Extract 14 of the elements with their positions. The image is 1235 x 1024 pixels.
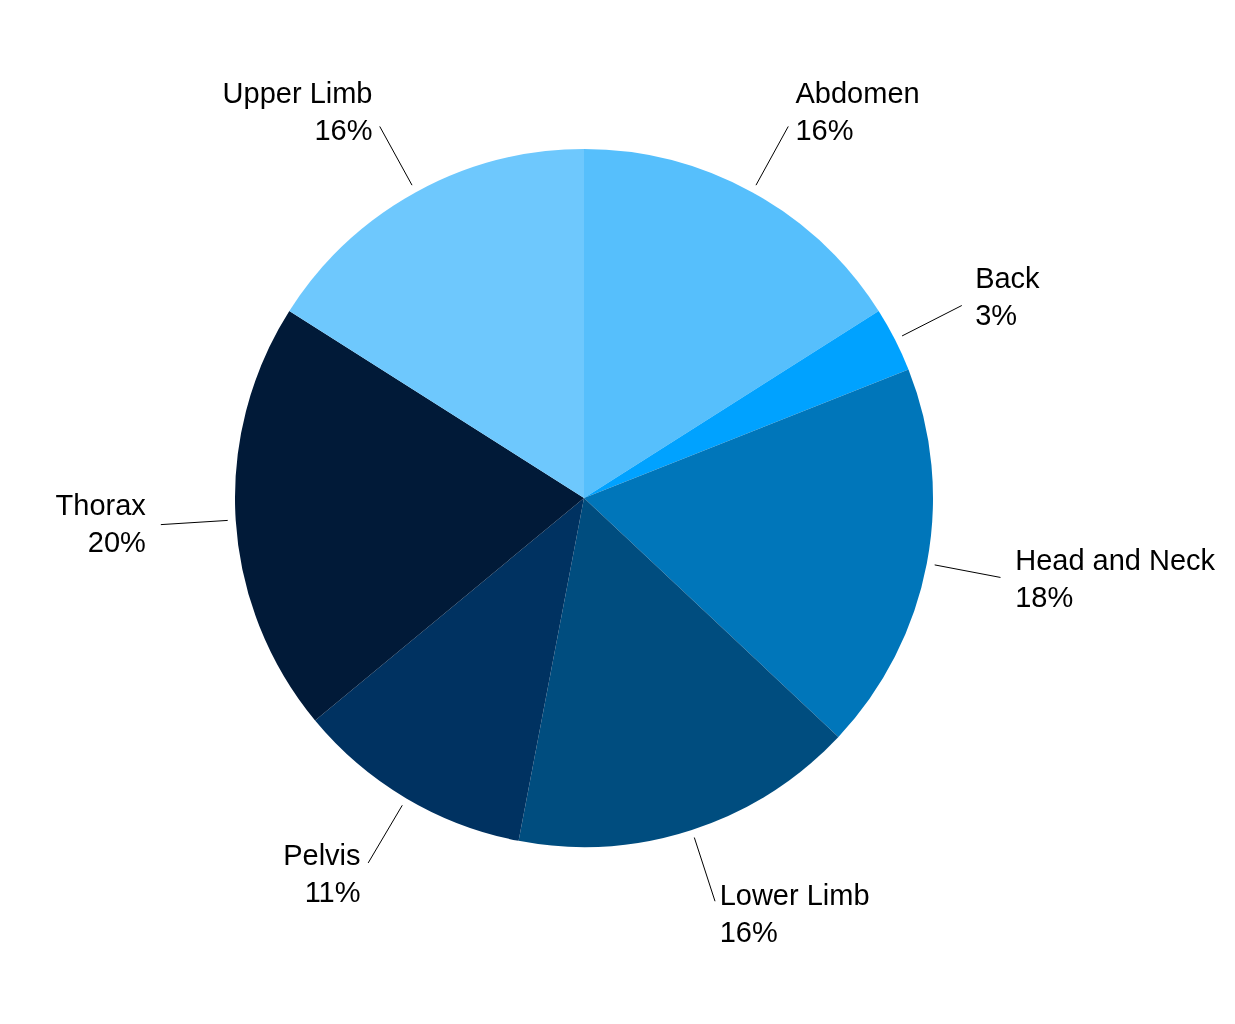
slice-label: Abdomen bbox=[795, 76, 920, 109]
slice-label: Lower Limb bbox=[719, 879, 870, 912]
data-label: 11% bbox=[304, 876, 361, 909]
data-label: 18% bbox=[1015, 580, 1074, 613]
slice-label: Upper Limb bbox=[222, 76, 373, 109]
data-label: 16% bbox=[795, 113, 854, 146]
data-label: 20% bbox=[87, 526, 146, 559]
slice-label: Back bbox=[975, 262, 1041, 295]
slice-label: Thorax bbox=[55, 489, 147, 522]
slice-label: Pelvis bbox=[283, 839, 361, 872]
data-label: 16% bbox=[314, 113, 373, 146]
slice-label: Head and Neck bbox=[1015, 543, 1216, 576]
data-label: 3% bbox=[975, 299, 1018, 332]
data-label: 16% bbox=[719, 916, 778, 949]
